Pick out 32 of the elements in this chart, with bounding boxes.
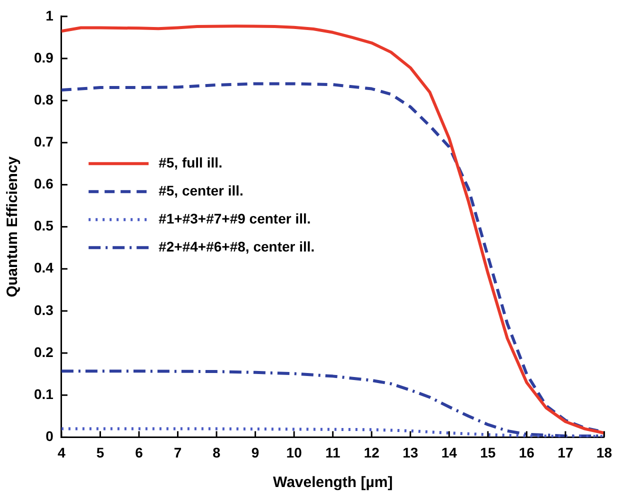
y-tick-label: 0.7 — [34, 134, 54, 150]
legend-label: #1+#3+#7+#9 center ill. — [158, 210, 311, 227]
x-axis-title: Wavelength [µm] — [272, 474, 393, 492]
y-tick-label: 0 — [46, 428, 54, 444]
x-tick-label: 9 — [251, 444, 260, 460]
x-tick-label: 13 — [402, 444, 418, 460]
x-tick-label: 8 — [212, 444, 221, 460]
x-tick-label: 10 — [286, 444, 302, 460]
y-tick-label: 0.5 — [34, 218, 54, 234]
x-tick-label: 4 — [58, 444, 66, 460]
legend-label: #5, full ill. — [158, 154, 222, 171]
y-tick-label: 1 — [46, 7, 54, 24]
x-tick-label: 16 — [518, 444, 535, 460]
y-axis-title: Quantum Efficiency — [4, 156, 22, 298]
x-tick-label: 17 — [558, 444, 574, 460]
legend-label: #5, center ill. — [158, 182, 244, 199]
y-tick-label: 0.6 — [34, 176, 54, 192]
x-tick-label: 6 — [135, 444, 144, 460]
y-tick-label: 0.2 — [34, 344, 54, 360]
y-tick-label: 0.1 — [34, 386, 54, 402]
y-tick-label: 0.4 — [34, 260, 54, 276]
x-tick-label: 18 — [596, 444, 612, 460]
y-tick-label: 0.3 — [34, 302, 54, 318]
y-tick-label: 0.8 — [34, 91, 54, 108]
x-tick-label: 11 — [325, 444, 340, 460]
y-tick-label: 0.9 — [34, 49, 54, 66]
x-tick-label: 14 — [441, 444, 458, 460]
x-tick-label: 12 — [364, 444, 380, 460]
legend-label: #2+#4+#6+#8, center ill. — [158, 238, 315, 255]
x-tick-label: 5 — [96, 444, 104, 460]
x-tick-label: 7 — [174, 444, 182, 460]
x-tick-label: 15 — [480, 444, 496, 460]
